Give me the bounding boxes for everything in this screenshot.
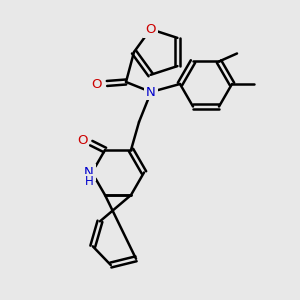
Text: O: O xyxy=(77,134,87,146)
Text: O: O xyxy=(145,23,156,36)
Text: O: O xyxy=(91,77,101,91)
Text: N: N xyxy=(146,85,156,98)
Text: H: H xyxy=(85,175,93,188)
Text: N: N xyxy=(84,166,94,179)
